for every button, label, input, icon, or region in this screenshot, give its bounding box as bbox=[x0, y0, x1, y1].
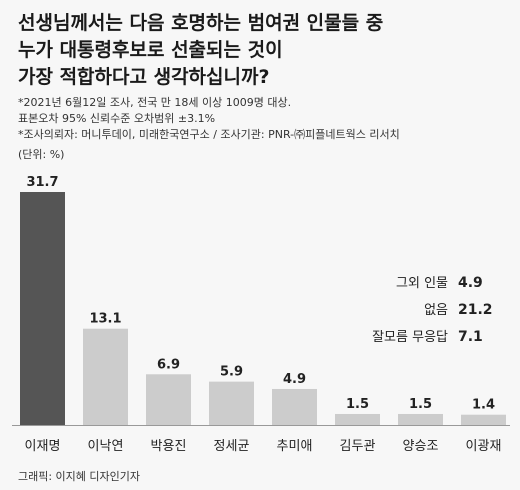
other-label: 그외 인물 bbox=[396, 276, 448, 291]
other-label: 없음 bbox=[424, 303, 448, 318]
title-line-1: 선생님께서는 다음 호명하는 범여권 인물들 중 bbox=[18, 12, 384, 34]
title-line-2: 누가 대통령후보로 선출되는 것이 bbox=[18, 39, 283, 61]
note-line-1: *2021년 6월12일 조사, 전국 만 18세 이상 1009명 대상. bbox=[18, 96, 292, 109]
other-value: 21.2 bbox=[458, 302, 493, 318]
note-line-3: *조사의뢰자: 머니투데이, 미래한국연구소 / 조사기관: PNR-㈜피플네트… bbox=[18, 128, 400, 141]
category-label: 이낙연 bbox=[88, 439, 124, 454]
category-label: 추미애 bbox=[277, 439, 313, 454]
other-responses: 그외 인물 4.9 없음 21.2 잘모름 무응답 7.1 bbox=[372, 272, 496, 353]
bar-이광재 bbox=[461, 414, 506, 425]
bar-양승조 bbox=[398, 413, 443, 425]
other-row-none: 없음 21.2 bbox=[372, 299, 496, 326]
category-label: 김두관 bbox=[340, 439, 376, 454]
title-line-3: 가장 적합하다고 생각하십니까? bbox=[18, 66, 270, 88]
category-label: 이광재 bbox=[466, 439, 502, 454]
value-label: 13.1 bbox=[89, 312, 121, 327]
chart-title: 선생님께서는 다음 호명하는 범여권 인물들 중 누가 대통령후보로 선출되는 … bbox=[18, 10, 508, 91]
value-label: 1.5 bbox=[409, 397, 432, 412]
other-value: 7.1 bbox=[458, 329, 483, 345]
value-label: 5.9 bbox=[220, 365, 243, 380]
category-label: 양승조 bbox=[403, 439, 439, 454]
category-label: 정세균 bbox=[214, 439, 250, 454]
value-label: 6.9 bbox=[157, 357, 180, 372]
value-label: 4.9 bbox=[283, 372, 306, 387]
bar-박용진 bbox=[146, 374, 191, 425]
other-label: 잘모름 무응답 bbox=[372, 330, 448, 345]
bar-정세균 bbox=[209, 381, 254, 425]
value-label: 1.5 bbox=[346, 397, 369, 412]
bar-이재명 bbox=[20, 192, 65, 425]
bar-김두관 bbox=[335, 413, 380, 425]
survey-notes: *2021년 6월12일 조사, 전국 만 18세 이상 1009명 대상. 표… bbox=[18, 95, 513, 143]
category-label: 박용진 bbox=[151, 439, 187, 454]
value-label: 31.7 bbox=[26, 175, 58, 190]
other-row-others: 그외 인물 4.9 bbox=[372, 272, 496, 299]
bar-추미애 bbox=[272, 388, 317, 425]
category-label: 이재명 bbox=[25, 439, 61, 454]
graphic-credit: 그래픽: 이지혜 디자인기자 bbox=[18, 470, 141, 483]
note-line-2: 표본오차 95% 신뢰수준 오차범위 ±3.1% bbox=[18, 112, 216, 125]
other-row-unknown: 잘모름 무응답 7.1 bbox=[372, 326, 496, 353]
value-label: 1.4 bbox=[472, 398, 495, 413]
bar-이낙연 bbox=[83, 328, 128, 425]
other-value: 4.9 bbox=[458, 275, 483, 291]
unit-label: (단위: %) bbox=[18, 148, 65, 161]
